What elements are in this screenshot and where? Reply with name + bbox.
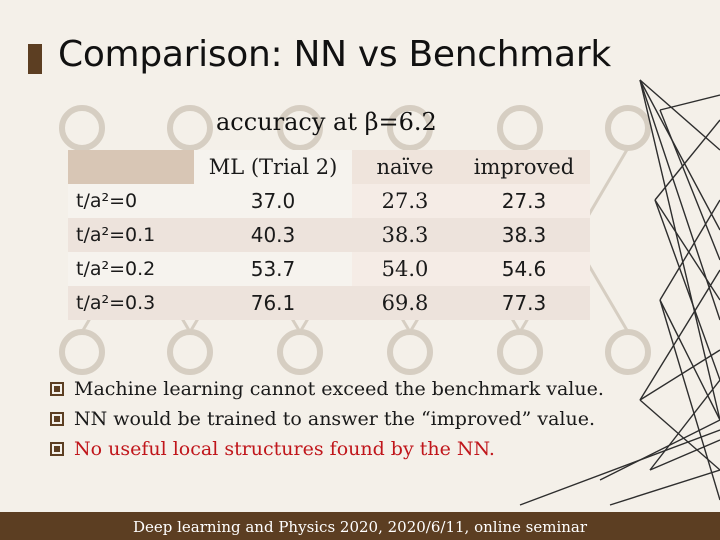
table-caption: accuracy at β=6.2 [216,108,437,136]
footer-text: Deep learning and Physics 2020, 2020/6/1… [132,518,588,536]
slide-title: Comparison: NN vs Benchmark [58,34,611,75]
header-naive: naïve [352,150,458,184]
cell-ml: 53.7 [194,252,352,286]
row-label: t/a²=0.2 [68,252,194,286]
cell-improved: 27.3 [458,184,590,218]
table-row: t/a²=0.2 53.7 54.0 54.6 [68,252,590,286]
cell-naive: 54.0 [352,252,458,286]
cell-ml: 40.3 [194,218,352,252]
header-ml: ML (Trial 2) [194,150,352,184]
table-row: t/a²=0 37.0 27.3 27.3 [68,184,590,218]
table-header-row: ML (Trial 2) naïve improved [68,150,590,184]
bullet-item: NN would be trained to answer the “impro… [50,404,690,434]
bullet-item: Machine learning cannot exceed the bench… [50,374,690,404]
row-label: t/a²=0 [68,184,194,218]
title-accent-bar [28,44,42,74]
square-bullet-icon [50,412,64,426]
bullet-text: Machine learning cannot exceed the bench… [74,378,604,400]
cell-naive: 38.3 [352,218,458,252]
cell-improved: 77.3 [458,286,590,320]
comparison-table: ML (Trial 2) naïve improved t/a²=0 37.0 … [68,150,590,320]
cell-improved: 38.3 [458,218,590,252]
cell-naive: 27.3 [352,184,458,218]
bullet-list: Machine learning cannot exceed the bench… [50,374,690,464]
row-label: t/a²=0.1 [68,218,194,252]
bullet-text: NN would be trained to answer the “impro… [74,408,596,430]
cell-naive: 69.8 [352,286,458,320]
bullet-text: No useful local structures found by the … [74,438,495,460]
bullet-item-highlight: No useful local structures found by the … [50,434,690,464]
row-label: t/a²=0.3 [68,286,194,320]
table-row: t/a²=0.1 40.3 38.3 38.3 [68,218,590,252]
cell-improved: 54.6 [458,252,590,286]
table-row: t/a²=0.3 76.1 69.8 77.3 [68,286,590,320]
footer-bar: Deep learning and Physics 2020, 2020/6/1… [0,512,720,540]
header-empty-cell [68,150,194,184]
header-improved: improved [458,150,590,184]
square-bullet-icon [50,382,64,396]
cell-ml: 76.1 [194,286,352,320]
cell-ml: 37.0 [194,184,352,218]
square-bullet-icon [50,442,64,456]
